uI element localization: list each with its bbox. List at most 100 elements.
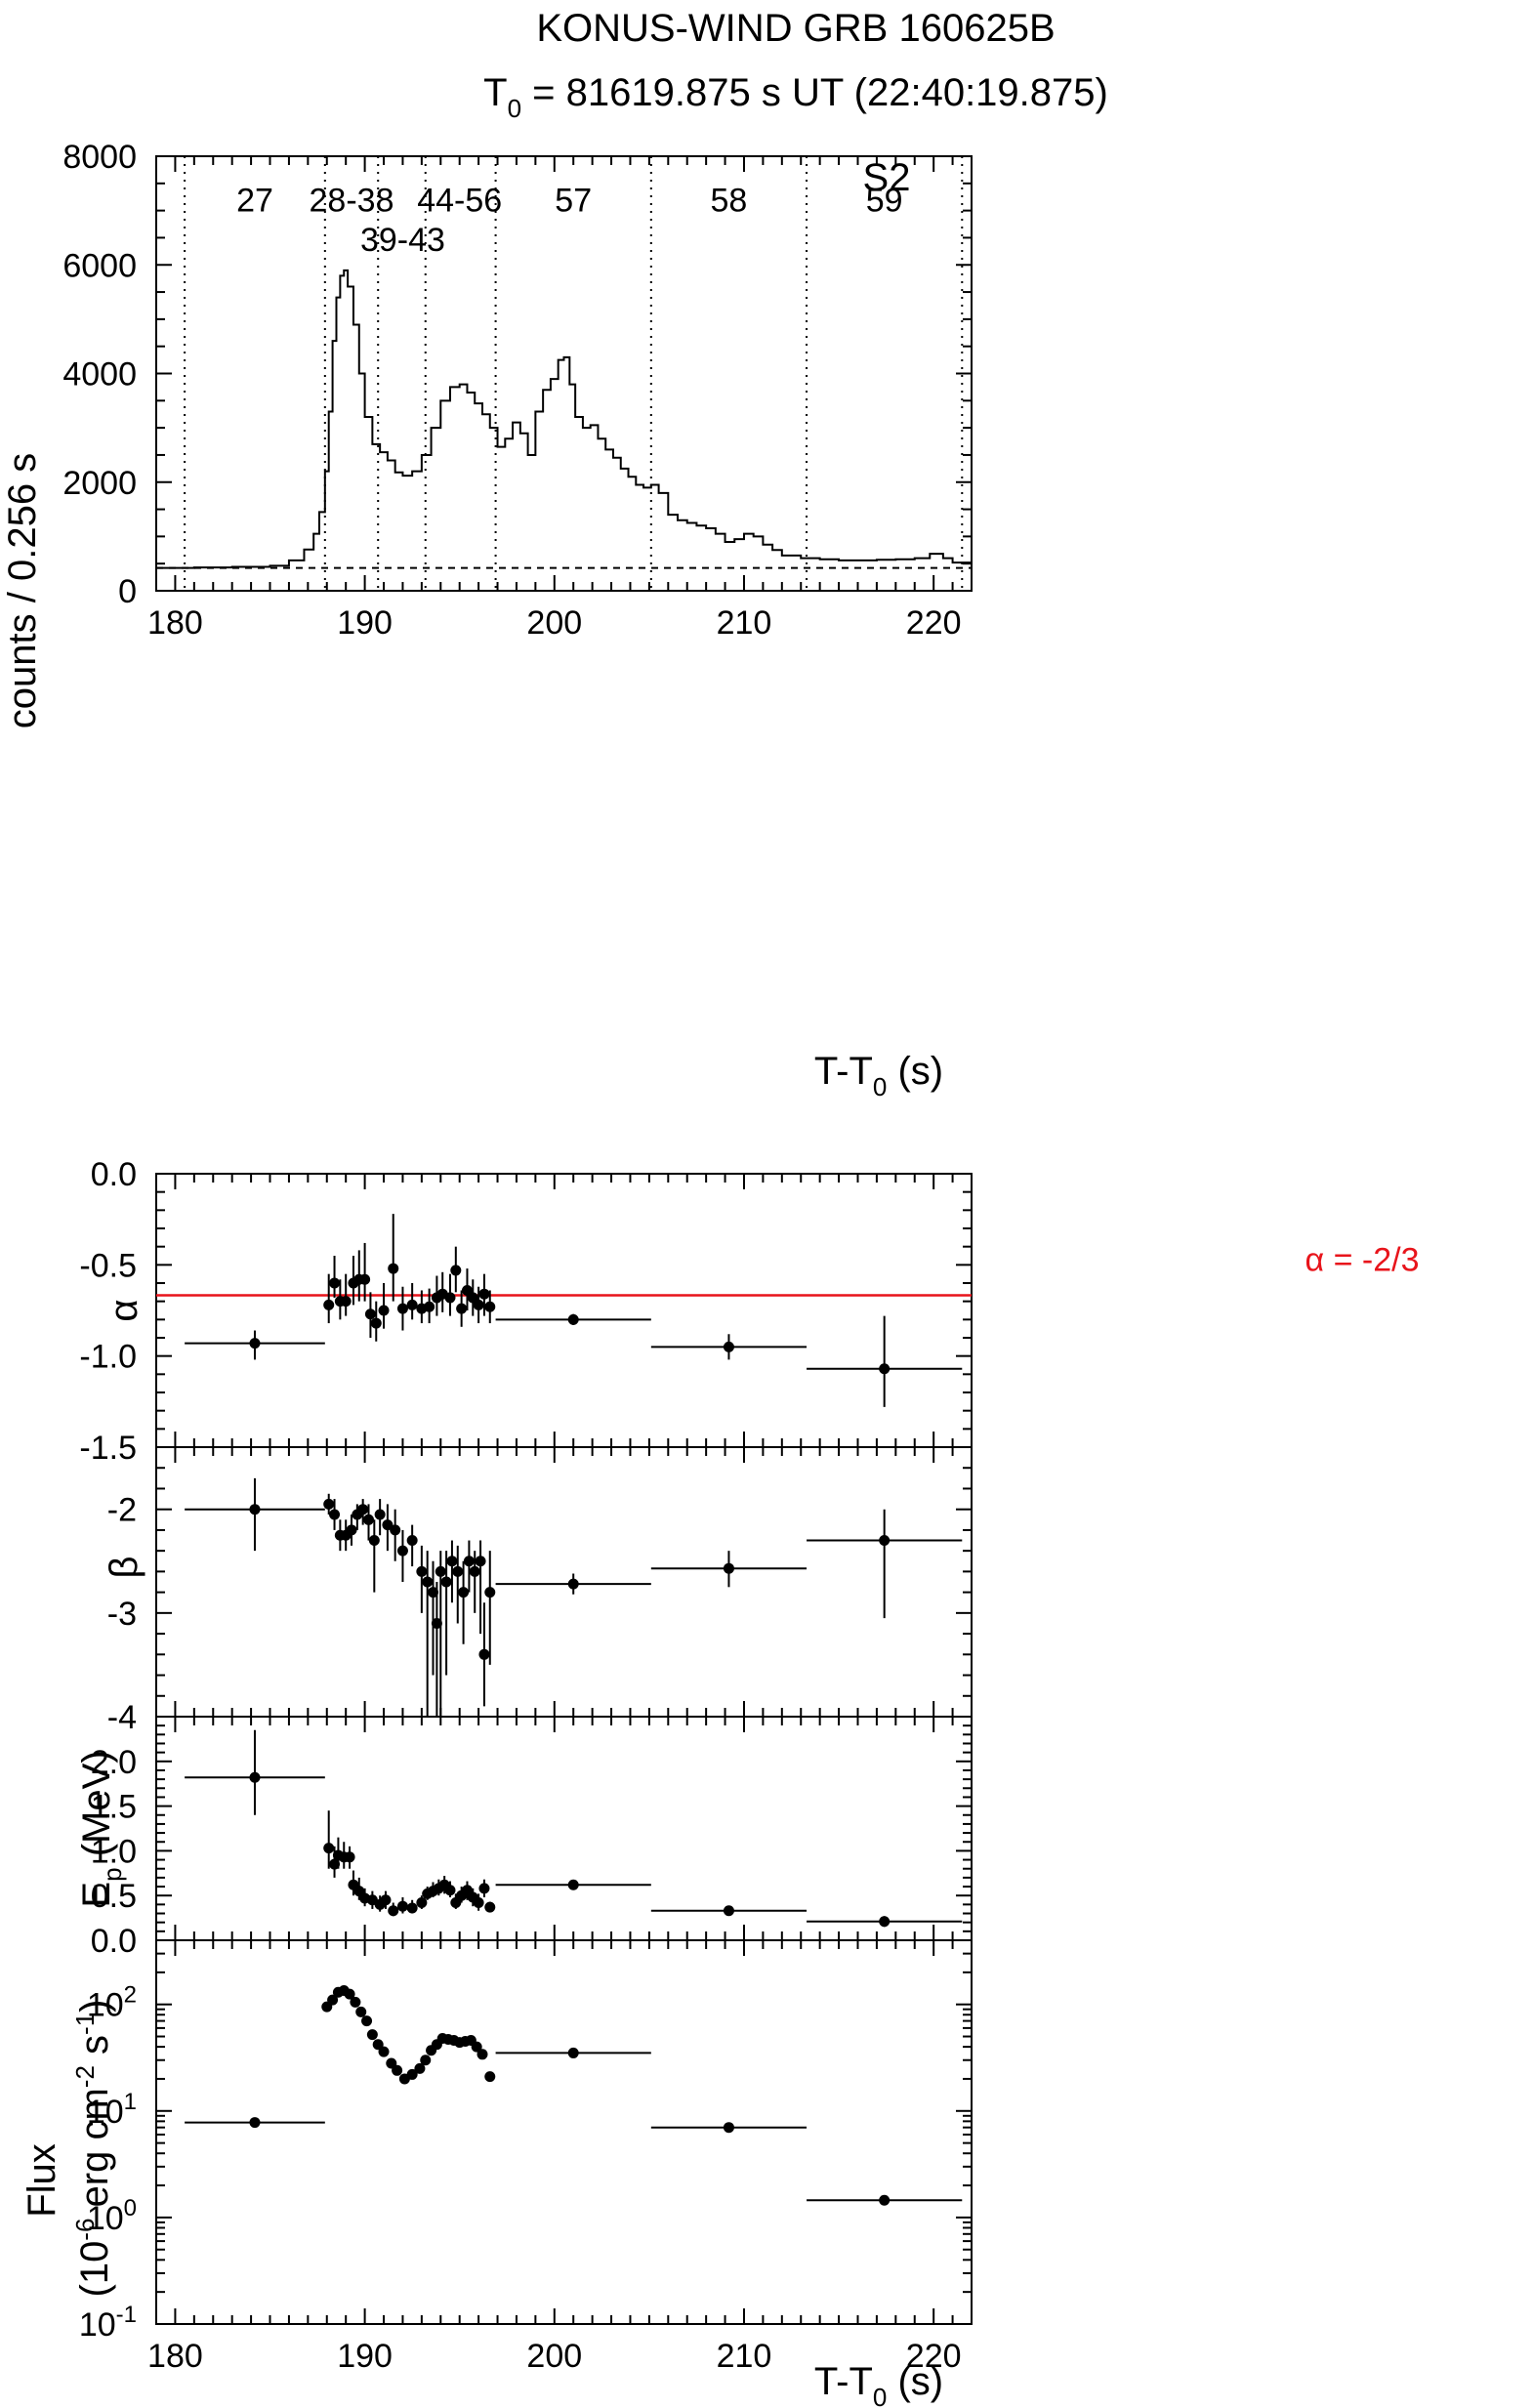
epeak-frame [155, 1716, 973, 1941]
alpha-frame [155, 1173, 973, 1448]
y-tick-label: -0.5 [79, 1247, 137, 1284]
y-tick-label: 8000 [62, 139, 137, 176]
data-point [452, 1565, 464, 1577]
data-point [484, 2071, 496, 2083]
data-point [484, 1301, 496, 1312]
data-point [378, 1305, 390, 1316]
y-tick-label: 1.0 [91, 1833, 137, 1870]
data-point [323, 1843, 335, 1854]
t0-subtitle: T0 = 81619.875 s UT (22:40:19.875) [483, 71, 1108, 123]
data-point [390, 1524, 401, 1536]
data-point [461, 1284, 473, 1296]
interval-label: 57 [555, 183, 592, 220]
y-tick-label: 4000 [62, 356, 137, 394]
interval-label: 27 [236, 183, 273, 220]
data-point [478, 1648, 490, 1660]
flux-y-axis-label-line2: (10-6 erg cm-2 s-1) [70, 2000, 116, 2298]
x-tick-label: 190 [337, 2338, 393, 2375]
data-point [355, 2006, 367, 2017]
data-point [431, 1617, 442, 1629]
y-tick-label: 102 [87, 1982, 137, 2024]
interval-label: 59 [866, 183, 903, 220]
x-tick-label: 190 [337, 604, 393, 642]
data-point [416, 1565, 428, 1577]
data-point [461, 1885, 473, 1896]
data-point [329, 1509, 341, 1520]
data-point [567, 2047, 579, 2058]
lightcurve-series [156, 269, 973, 569]
beta-frame [155, 1446, 973, 1718]
y-tick-label: 101 [87, 2089, 137, 2131]
data-point [374, 1509, 386, 1520]
data-point [723, 2122, 734, 2134]
y-tick-label: -1.5 [79, 1430, 137, 1467]
y-tick-label: -3 [107, 1596, 137, 1633]
data-point [440, 1576, 452, 1588]
data-point [406, 1535, 418, 1547]
data-point [476, 2049, 488, 2060]
data-point [428, 1587, 439, 1598]
x-tick-label: 210 [717, 2338, 772, 2375]
data-point [396, 1900, 408, 1912]
data-point [444, 1885, 456, 1896]
data-point [249, 1771, 261, 1783]
data-point [446, 1556, 458, 1567]
data-point [723, 1562, 734, 1574]
x-tick-label: 210 [717, 604, 772, 642]
data-point [435, 1565, 446, 1577]
data-point [450, 1897, 462, 1909]
data-point [475, 1556, 486, 1567]
lightcurve-x-axis-label: T-T0 (s) [814, 1050, 943, 1101]
data-point [567, 1313, 579, 1325]
data-point [879, 1363, 891, 1375]
flux-panel: 180 190 200 210 220 10-1 100 101 102 [79, 1939, 973, 2375]
lightcurve-y-axis-label: counts / 0.256 s [1, 453, 44, 728]
data-point [364, 1308, 376, 1320]
data-point [420, 2055, 432, 2066]
y-tick-label: -1.0 [79, 1339, 137, 1376]
t0-subscript: 0 [508, 94, 521, 123]
x-tick-label: 180 [147, 2338, 203, 2375]
data-point [567, 1879, 579, 1890]
data-point [471, 2041, 482, 2053]
data-point [484, 1587, 496, 1598]
data-point [879, 1916, 891, 1928]
data-point [329, 1858, 341, 1870]
data-point [380, 1894, 392, 1906]
data-point [357, 1504, 369, 1515]
data-point [359, 1273, 371, 1285]
x-tick-label: 200 [526, 2338, 582, 2375]
data-point [329, 1277, 341, 1289]
x-tick-label: 220 [906, 604, 962, 642]
interval-label: 28-38 [310, 183, 394, 220]
x-tick-label: 200 [526, 604, 582, 642]
beta-y-axis-label: β [103, 1556, 145, 1578]
data-point [478, 1288, 490, 1300]
data-point [463, 1556, 475, 1567]
data-point [450, 1265, 462, 1276]
y-tick-label: 2000 [62, 465, 137, 502]
data-point [327, 1994, 339, 2006]
data-point [406, 2068, 418, 2080]
y-tick-label: -4 [107, 1699, 137, 1736]
detector-label: S2 [863, 156, 911, 199]
data-point [723, 1905, 734, 1917]
y-tick-label: -2 [107, 1492, 137, 1529]
data-point [567, 1578, 579, 1590]
interval-label: 44-56 [417, 183, 502, 220]
data-point [370, 1317, 382, 1329]
data-point [414, 2062, 426, 2074]
data-point [346, 1524, 357, 1536]
interval-label: 58 [711, 183, 748, 220]
reference-line-label: α = -2/3 [1305, 1242, 1420, 1279]
data-point [344, 1988, 355, 2000]
data-point [444, 1292, 456, 1304]
data-point [469, 1565, 480, 1577]
x-tick-label: 220 [906, 2338, 962, 2375]
data-point [361, 2015, 373, 2027]
y-tick-label: 100 [87, 2195, 137, 2237]
data-point [723, 1341, 734, 1352]
data-point [382, 1519, 394, 1531]
data-point [362, 1514, 374, 1525]
t0-value: = 81619.875 s UT (22:40:19.875) [521, 71, 1108, 114]
